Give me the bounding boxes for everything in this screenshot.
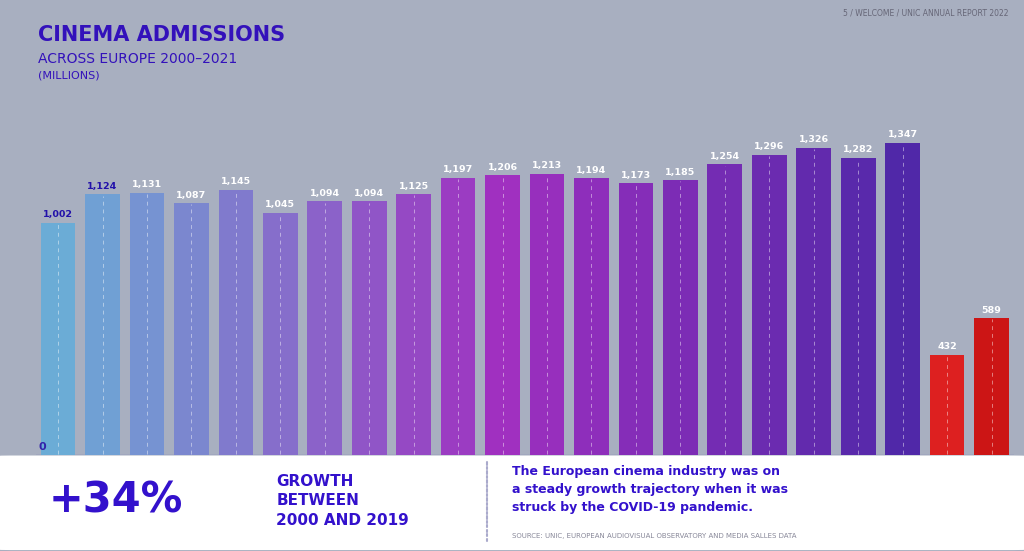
Text: 1,206: 1,206 bbox=[487, 163, 518, 172]
Bar bbox=[752, 155, 786, 455]
Bar bbox=[85, 195, 120, 455]
Bar bbox=[485, 175, 520, 455]
Text: 1,145: 1,145 bbox=[221, 177, 251, 186]
Text: 1,094: 1,094 bbox=[309, 189, 340, 198]
Bar bbox=[529, 174, 564, 455]
Bar bbox=[930, 355, 965, 455]
Bar bbox=[174, 203, 209, 455]
Bar bbox=[618, 183, 653, 455]
Bar bbox=[574, 179, 609, 455]
Text: ACROSS EUROPE 2000–2021: ACROSS EUROPE 2000–2021 bbox=[38, 52, 238, 66]
Text: 1,094: 1,094 bbox=[354, 189, 384, 198]
Text: 5 / WELCOME / UNIC ANNUAL REPORT 2022: 5 / WELCOME / UNIC ANNUAL REPORT 2022 bbox=[843, 8, 1009, 17]
Bar bbox=[263, 213, 298, 455]
Text: 1,131: 1,131 bbox=[132, 180, 162, 190]
Bar bbox=[130, 193, 164, 455]
Text: SOURCE: UNIC, EUROPEAN AUDIOVISUAL OBSERVATORY AND MEDIA SALLES DATA: SOURCE: UNIC, EUROPEAN AUDIOVISUAL OBSER… bbox=[512, 533, 797, 539]
Text: 1,326: 1,326 bbox=[799, 135, 828, 144]
Bar bbox=[440, 177, 475, 455]
Text: 1,173: 1,173 bbox=[621, 171, 651, 180]
Text: 1,347: 1,347 bbox=[888, 131, 918, 139]
Text: 0: 0 bbox=[38, 442, 46, 452]
Text: 1,197: 1,197 bbox=[443, 165, 473, 174]
Text: 1,125: 1,125 bbox=[398, 182, 429, 191]
Text: 589: 589 bbox=[982, 306, 1001, 315]
Text: 1,194: 1,194 bbox=[577, 166, 606, 175]
Bar bbox=[664, 180, 697, 455]
Bar bbox=[218, 190, 253, 455]
Text: (MILLIONS): (MILLIONS) bbox=[38, 71, 99, 80]
Text: CINEMA ADMISSIONS: CINEMA ADMISSIONS bbox=[38, 25, 285, 45]
Bar bbox=[841, 158, 876, 455]
Text: 1,254: 1,254 bbox=[710, 152, 740, 161]
Text: 1,087: 1,087 bbox=[176, 191, 207, 199]
Text: The European cinema industry was on
a steady growth trajectory when it was
struc: The European cinema industry was on a st… bbox=[512, 464, 788, 514]
Text: 1,282: 1,282 bbox=[843, 145, 873, 154]
Bar bbox=[352, 202, 386, 455]
Text: 1,213: 1,213 bbox=[531, 161, 562, 170]
Bar bbox=[708, 164, 742, 455]
Text: 1,185: 1,185 bbox=[666, 168, 695, 177]
Bar bbox=[307, 202, 342, 455]
Text: 1,045: 1,045 bbox=[265, 200, 295, 209]
FancyBboxPatch shape bbox=[0, 456, 1024, 550]
Bar bbox=[797, 148, 831, 455]
Text: 1,002: 1,002 bbox=[43, 210, 73, 219]
Bar bbox=[396, 195, 431, 455]
Text: 1,296: 1,296 bbox=[754, 142, 784, 151]
Text: 1,124: 1,124 bbox=[87, 182, 118, 191]
Bar bbox=[41, 223, 76, 455]
Bar bbox=[886, 143, 920, 455]
Bar bbox=[974, 318, 1009, 455]
Text: +34%: +34% bbox=[48, 480, 183, 522]
Text: GROWTH
BETWEEN
2000 AND 2019: GROWTH BETWEEN 2000 AND 2019 bbox=[276, 474, 409, 528]
Text: 432: 432 bbox=[937, 342, 957, 351]
